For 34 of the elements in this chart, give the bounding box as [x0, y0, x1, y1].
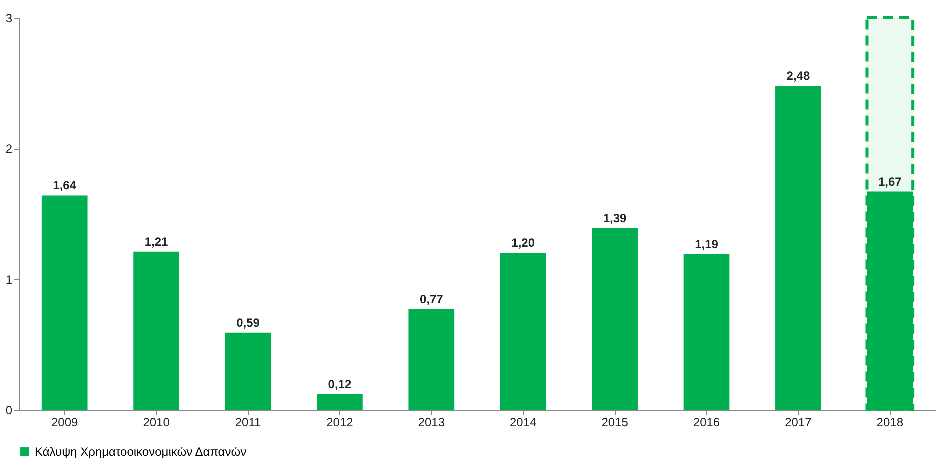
x-tick-label: 2013 — [418, 416, 446, 430]
bar — [134, 252, 180, 410]
data-label: 2,48 — [786, 68, 810, 83]
data-label: 1,20 — [512, 236, 536, 250]
x-tick-label: 2017 — [785, 416, 812, 430]
data-label: 1,67 — [878, 174, 902, 189]
x-tick-label: 2012 — [326, 416, 354, 430]
x-tick-label: 2018 — [876, 416, 904, 430]
x-tick-label: 2009 — [52, 416, 79, 430]
bar — [500, 253, 546, 410]
data-label: 1,21 — [144, 234, 169, 249]
data-label: 1,39 — [603, 211, 628, 226]
bar — [317, 394, 363, 410]
bar — [225, 332, 272, 410]
x-tick-label: 2015 — [602, 416, 629, 430]
bar — [42, 196, 88, 410]
x-tick-label: 2010 — [143, 416, 170, 430]
y-tick-label: 0 — [6, 404, 13, 418]
legend-label: Κάλυψη Χρηματοοικονομικών Δαπανών — [35, 445, 247, 459]
data-label: 0,59 — [236, 316, 260, 330]
data-label: 0,77 — [420, 292, 444, 306]
x-tick-label: 2016 — [693, 416, 720, 430]
bar — [684, 254, 730, 410]
y-tick-label: 2 — [6, 142, 13, 156]
bar — [408, 309, 455, 410]
data-label: 0,12 — [328, 377, 352, 392]
data-label: 1,64 — [53, 178, 77, 193]
x-tick-label: 2014 — [510, 416, 538, 430]
data-label: 1,19 — [695, 238, 719, 252]
bar — [592, 228, 638, 410]
y-tick-label: 3 — [6, 12, 13, 26]
x-tick-label: 2011 — [235, 416, 262, 430]
y-tick-label: 1 — [6, 272, 13, 287]
bar — [776, 86, 822, 410]
